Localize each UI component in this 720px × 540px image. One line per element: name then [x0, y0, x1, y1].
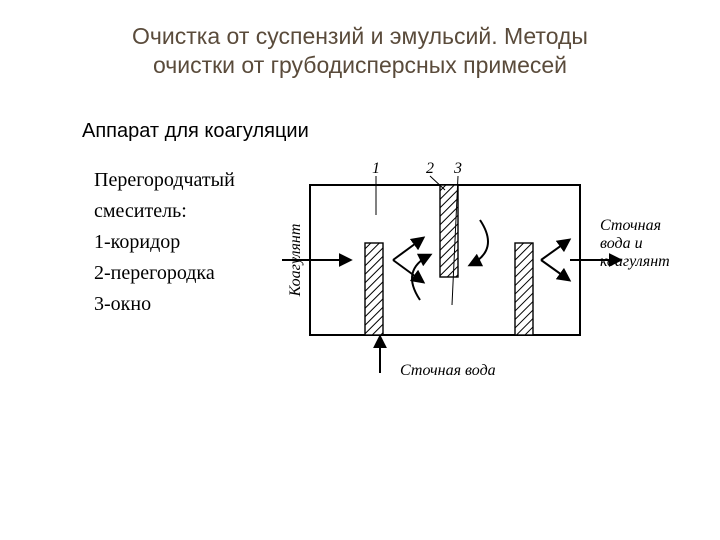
legend-line-3: 1-коридор	[94, 227, 235, 258]
svg-text:вода и: вода и	[600, 235, 643, 252]
svg-text:коагулянт: коагулянт	[600, 253, 670, 270]
coagulation-diagram: КоагулянтСточная водаСточнаявода икоагул…	[280, 155, 690, 395]
legend-line-1: Перегородчатый	[94, 165, 235, 196]
svg-text:Сточная: Сточная	[600, 217, 661, 234]
slide-title: Очистка от суспензий и эмульсий. Методы …	[0, 22, 720, 80]
svg-text:Сточная вода: Сточная вода	[400, 362, 496, 379]
legend-block: Перегородчатый смеситель: 1-коридор 2-пе…	[94, 165, 235, 320]
title-line-2: очистки от грубодисперсных примесей	[153, 52, 567, 78]
legend-line-4: 2-перегородка	[94, 258, 235, 289]
svg-text:3: 3	[453, 160, 462, 177]
legend-line-5: 3-окно	[94, 289, 235, 320]
slide-subtitle: Аппарат для коагуляции	[82, 120, 309, 143]
svg-text:1: 1	[372, 160, 380, 177]
title-line-1: Очистка от суспензий и эмульсий. Методы	[132, 23, 588, 49]
svg-text:2: 2	[426, 160, 434, 177]
legend-line-2: смеситель:	[94, 196, 235, 227]
